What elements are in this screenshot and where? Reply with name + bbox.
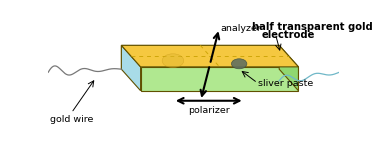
Ellipse shape: [162, 54, 184, 68]
Text: half transparent gold: half transparent gold: [252, 22, 373, 32]
Text: sliver paste: sliver paste: [258, 79, 313, 88]
Polygon shape: [121, 45, 299, 67]
Text: electrode: electrode: [262, 30, 315, 40]
Text: analyzer: analyzer: [220, 24, 261, 33]
Text: gold wire: gold wire: [50, 115, 93, 124]
Polygon shape: [121, 45, 279, 69]
Polygon shape: [141, 67, 299, 91]
Polygon shape: [279, 45, 299, 91]
Text: polarizer: polarizer: [188, 106, 229, 115]
Polygon shape: [121, 45, 141, 91]
Ellipse shape: [231, 59, 247, 69]
